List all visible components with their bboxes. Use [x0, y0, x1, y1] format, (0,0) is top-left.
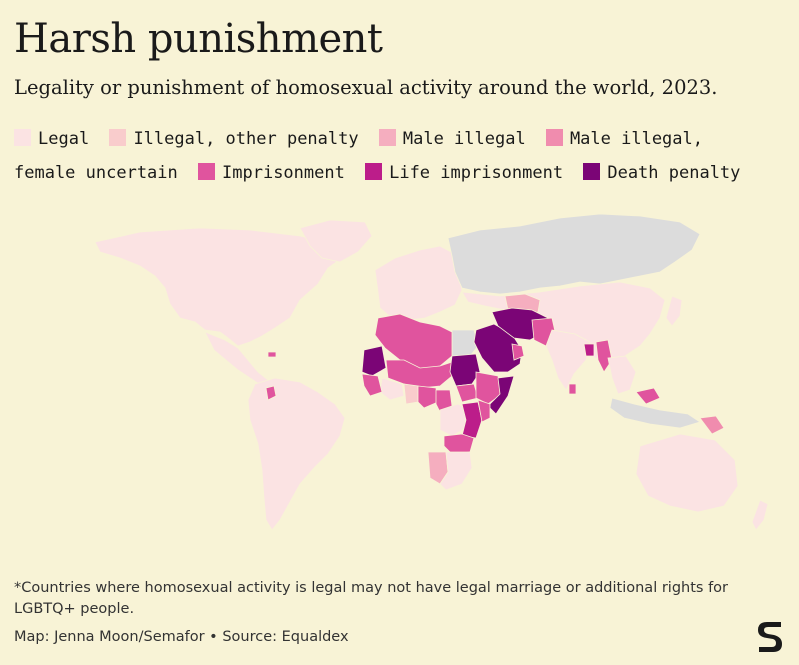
- region-sudan: [449, 353, 481, 387]
- region-kenya: [477, 399, 491, 423]
- region-papua-new-guinea: [699, 415, 725, 435]
- chart-title: Harsh punishment: [14, 16, 383, 62]
- semafor-logo-icon: [758, 622, 782, 652]
- region-sri-lanka: [568, 383, 577, 395]
- region-malaysia-brunei: [635, 387, 661, 405]
- legend-item-male-illegal: Male illegal: [378, 129, 526, 149]
- region-senegal-guinea: [361, 373, 383, 397]
- region-southeast-asia-legal: [607, 355, 637, 395]
- legend-swatch: [545, 129, 563, 146]
- legend-item-death-penalty: Death penalty: [583, 163, 740, 183]
- region-south-america: [247, 377, 346, 531]
- legend-swatch: [365, 163, 383, 180]
- legend-swatch: [198, 163, 216, 180]
- world-map-svg: [94, 213, 769, 531]
- region-ghana-togo: [403, 383, 419, 405]
- legend-item-illegal-other: Illegal, other penalty: [109, 129, 359, 149]
- region-nigeria: [417, 385, 439, 409]
- legend-label: Life imprisonment: [389, 163, 564, 183]
- legend-label: Male illegal, female uncertain: [14, 129, 703, 183]
- region-greenland: [299, 219, 373, 263]
- region-southern-africa-legal: [439, 451, 473, 491]
- region-australia: [635, 433, 739, 513]
- region-japan: [665, 295, 683, 327]
- region-europe: [374, 245, 463, 321]
- legend-item-male-illegal-female-uncertain: Male illegal, female uncertain: [14, 129, 703, 183]
- region-myanmar: [595, 339, 613, 373]
- region-russia: [447, 213, 701, 295]
- legend-item-legal: Legal: [14, 129, 89, 149]
- legend-swatch: [378, 129, 396, 146]
- region-mauritania: [361, 345, 387, 377]
- legend-swatch: [14, 129, 31, 146]
- region-indonesia: [609, 397, 701, 429]
- region-bangladesh: [583, 343, 595, 357]
- region-guyana: [265, 385, 277, 401]
- region-new-zealand: [751, 499, 769, 531]
- legend-label: Male illegal: [402, 129, 526, 149]
- source-credit: Map: Jenna Moon/Semafor • Source: Equald…: [14, 629, 349, 645]
- legend-item-life-imprisonment: Life imprisonment: [365, 163, 563, 183]
- region-north-africa: [374, 313, 453, 371]
- footnote: *Countries where homosexual activity is …: [14, 580, 729, 617]
- legend-label: Illegal, other penalty: [133, 129, 359, 149]
- legend: Legal Illegal, other penalty Male illega…: [14, 122, 774, 190]
- region-jamaica: [267, 351, 277, 358]
- legend-label: Imprisonment: [222, 163, 345, 183]
- legend-swatch: [109, 129, 127, 146]
- legend-item-imprisonment: Imprisonment: [198, 163, 345, 183]
- region-somalia: [487, 375, 515, 415]
- world-map: [0, 205, 799, 575]
- chart-subtitle: Legality or punishment of homosexual act…: [14, 76, 718, 99]
- legend-label: Death penalty: [607, 163, 741, 183]
- legend-label: Legal: [38, 129, 90, 149]
- region-north-america: [94, 227, 346, 347]
- region-zambia-malawi: [443, 433, 475, 455]
- region-india: [545, 329, 591, 391]
- region-gulf-states: [511, 343, 525, 361]
- legend-swatch: [583, 163, 601, 180]
- region-south-sudan: [455, 383, 479, 403]
